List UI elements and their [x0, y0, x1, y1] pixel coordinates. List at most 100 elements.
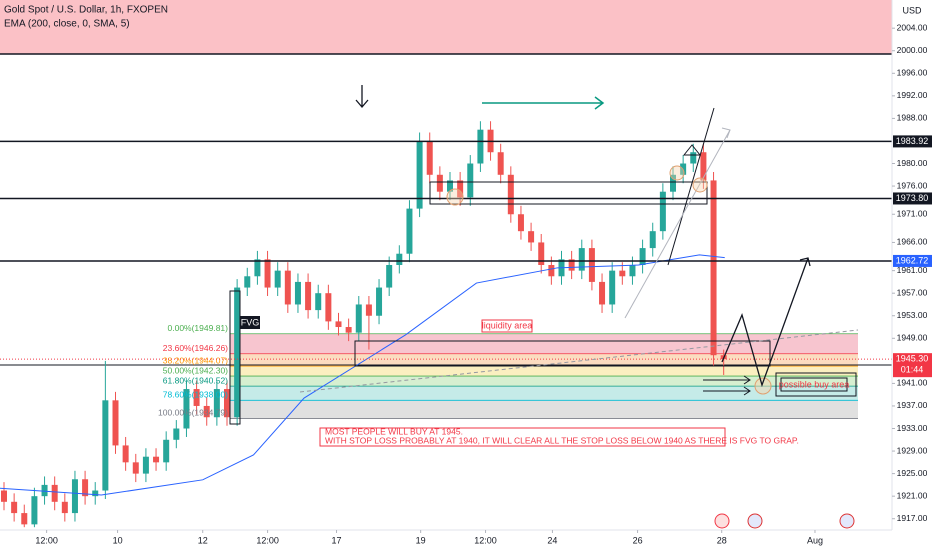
- candle-body: [355, 304, 362, 333]
- resistance-zone: [0, 0, 892, 54]
- y-tick-label: 1971.00: [897, 209, 928, 219]
- fib-label: 0.00%(1949.81): [168, 323, 229, 333]
- candle-body: [568, 259, 575, 271]
- candle-body: [649, 231, 656, 249]
- candle-body: [406, 208, 413, 254]
- y-tick-label: 1937.00: [897, 400, 928, 410]
- axes: 1983.92 1973.80 1962.72 2004.00 2000.00 1996.…: [35, 22, 932, 545]
- range-box: [429, 181, 708, 205]
- trend-line: [667, 107, 715, 266]
- y-tick-label: 1925.00: [897, 468, 928, 478]
- candle-body: [71, 479, 78, 514]
- price-line-label: 1983.92: [896, 136, 929, 146]
- x-tick-label: 12:00: [474, 535, 497, 545]
- down-arrow: [355, 85, 369, 108]
- price-line-label: 1973.80: [896, 193, 929, 203]
- trend-line: [624, 129, 731, 319]
- fib-zone: [230, 376, 858, 387]
- last-price-tag: [893, 353, 932, 378]
- fib-label: 100.00%(1934.79): [158, 408, 228, 418]
- candle-body: [274, 270, 281, 288]
- fib-zone: [230, 386, 858, 401]
- candle-body: [690, 152, 697, 164]
- fib-label: 50.00%(1942.30): [163, 365, 228, 375]
- price-line-tag: [893, 135, 932, 148]
- x-tick-label: 12: [198, 535, 208, 545]
- fib-label: 78.60%(1938.00): [163, 390, 228, 400]
- y-tick-label: 1957.00: [897, 287, 928, 297]
- candle-body: [548, 265, 555, 277]
- candle-body: [528, 231, 535, 243]
- y-tick-label: 2004.00: [897, 22, 928, 32]
- candle-body: [386, 265, 393, 288]
- triangle: [682, 144, 702, 156]
- candle-body: [447, 180, 453, 192]
- circle: [754, 377, 772, 395]
- candle-body: [315, 293, 322, 311]
- fib-zone: [230, 333, 858, 354]
- right-arrow: [482, 96, 605, 110]
- y-tick-label: 1961.00: [897, 265, 928, 275]
- candle-body: [244, 276, 251, 288]
- candle-body: [345, 327, 352, 333]
- candle-body: [203, 405, 210, 418]
- y-tick-label: 1980.00: [897, 158, 928, 168]
- fvg-label: FVG: [241, 317, 260, 327]
- arrow-head: [721, 127, 731, 139]
- event-icon: [839, 513, 855, 529]
- buy-area-label: possible buy area: [779, 379, 850, 389]
- fib-label: 38.20%(1944.07): [163, 355, 228, 365]
- candle-body: [153, 456, 160, 463]
- event-icon: [714, 513, 730, 529]
- candle-body: [305, 281, 312, 311]
- circle: [669, 165, 685, 181]
- x-tick-label: 12:00: [35, 535, 58, 545]
- x-tick-label: Aug: [807, 535, 823, 545]
- x-tick-label: 24: [547, 535, 557, 545]
- x-tick-label: 26: [633, 535, 643, 545]
- candle-body: [416, 140, 423, 209]
- price-line-label: 1962.72: [896, 255, 929, 265]
- candle-body: [132, 462, 139, 474]
- candle-body: [163, 439, 170, 463]
- candle-body: [517, 214, 524, 232]
- candle-body: [396, 253, 403, 265]
- candle-body: [102, 400, 109, 491]
- candle-body: [639, 248, 646, 265]
- candle-body: [183, 389, 190, 429]
- circle: [446, 188, 464, 206]
- candle-body: [193, 389, 200, 406]
- currency: USD: [902, 5, 922, 15]
- candle-body: [82, 479, 89, 497]
- buy-box: [775, 372, 857, 397]
- note-line: WITH STOP LOSS PROBABLY AT 1940, IT WILL…: [325, 435, 799, 445]
- y-tick-label: 1949.00: [897, 333, 928, 343]
- price-axis: [892, 0, 932, 550]
- candle-body: [142, 456, 149, 474]
- candle-body: [376, 287, 383, 316]
- x-tick-label: 19: [416, 535, 426, 545]
- candle-body: [173, 428, 180, 440]
- liquidity-label-box: [481, 319, 533, 333]
- y-tick-label: 1917.00: [897, 513, 928, 523]
- candle-body: [578, 248, 585, 271]
- candle-body: [325, 293, 332, 322]
- trend-line: [299, 329, 859, 393]
- candle-body: [365, 304, 372, 316]
- candle-body: [11, 501, 18, 514]
- candle-body: [213, 389, 220, 418]
- candle-body: [122, 445, 129, 463]
- candle-body: [507, 174, 514, 215]
- y-tick-label: 1992.00: [897, 90, 928, 100]
- candle-body: [284, 270, 291, 305]
- candle-body: [1, 490, 7, 502]
- candle-body: [21, 513, 28, 525]
- indicator-legend: EMA (200, close, 0, SMA, 5): [4, 19, 130, 30]
- fib-zones: [230, 333, 858, 419]
- x-tick-label: 28: [717, 535, 727, 545]
- note-line: MOST PEOPLE WILL BUY AT 1945.: [325, 426, 463, 436]
- price-line-tag: [893, 192, 932, 205]
- candle-body: [467, 163, 474, 198]
- candle-body: [477, 129, 484, 164]
- candle-body: [588, 248, 595, 282]
